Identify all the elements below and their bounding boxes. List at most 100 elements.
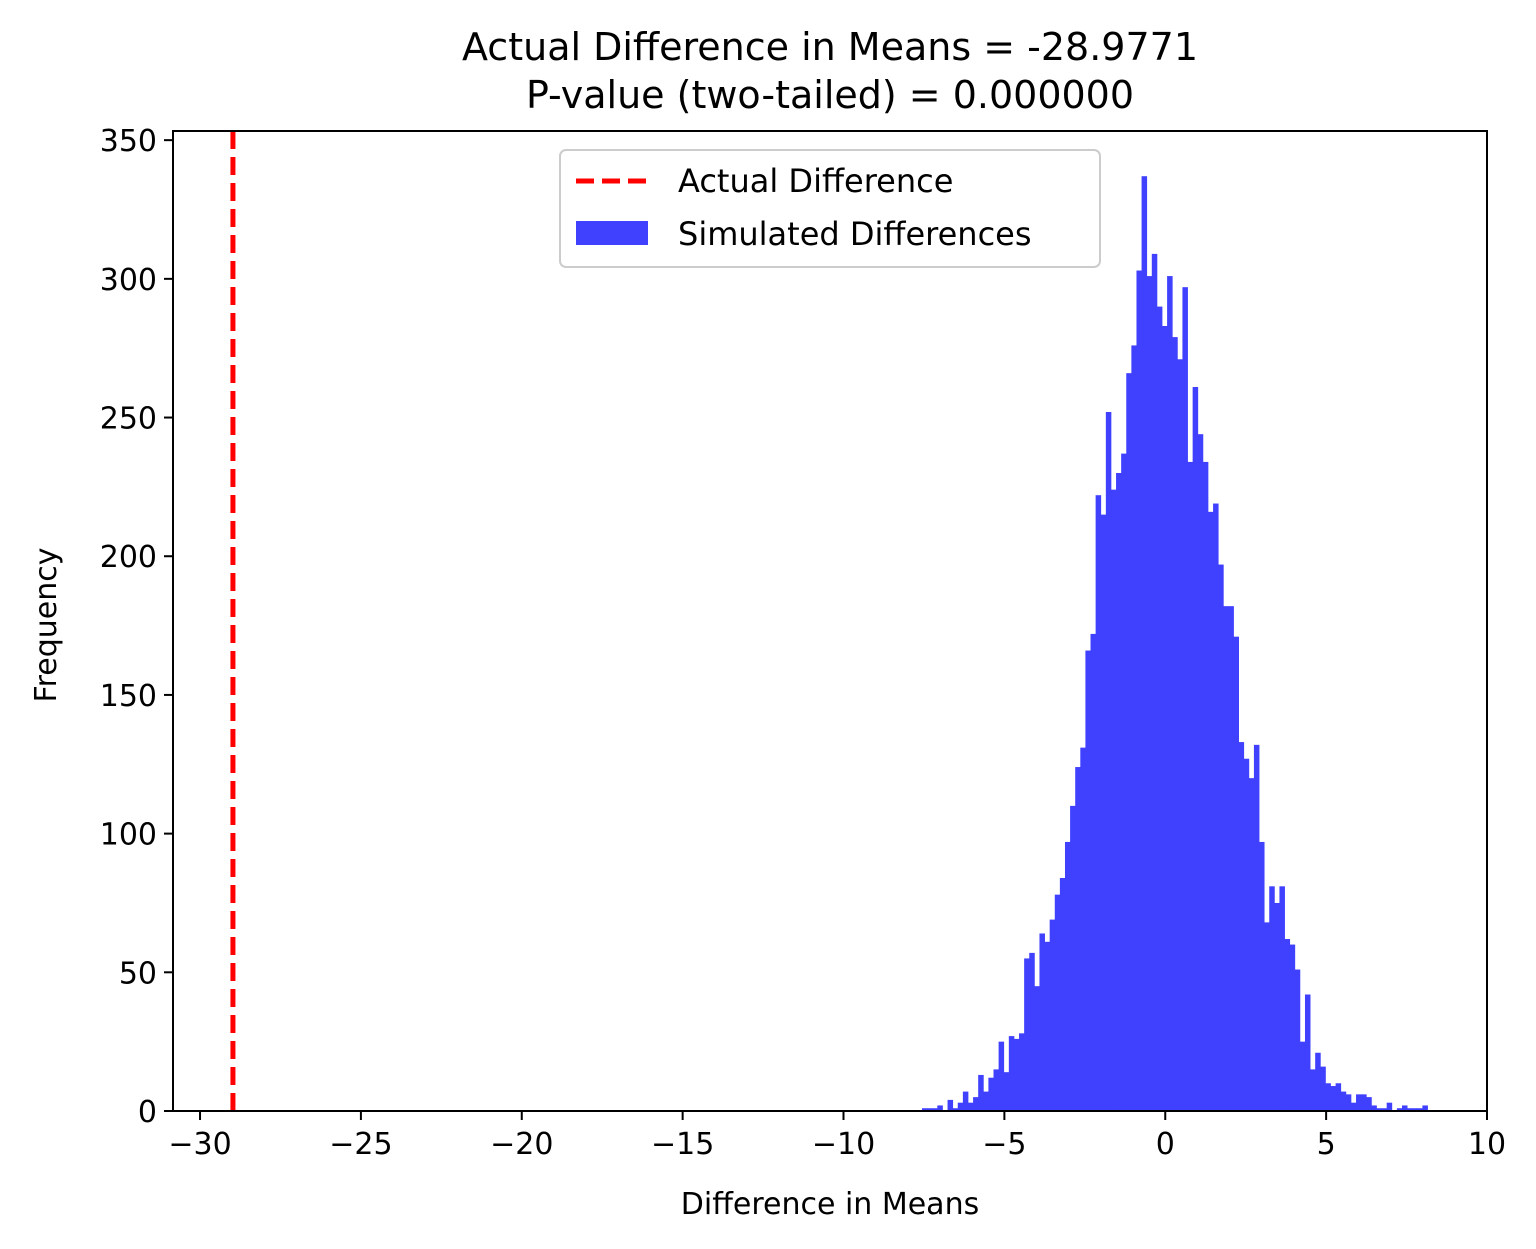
histogram-bar: [1223, 606, 1229, 1111]
x-tick-label: −25: [329, 1127, 392, 1162]
histogram-bar: [1090, 633, 1097, 1111]
y-tick-label: 200: [100, 540, 157, 575]
histogram-bar: [1116, 473, 1122, 1112]
y-tick-label: 250: [100, 402, 157, 437]
histogram-bar: [1238, 742, 1245, 1111]
histogram-bar: [967, 1102, 974, 1111]
histogram-bar: [993, 1069, 1000, 1111]
plot-frame: [172, 130, 1488, 1112]
histogram-bar: [1335, 1083, 1342, 1111]
histogram-bar: [1401, 1105, 1408, 1111]
x-tick-label: −15: [651, 1127, 714, 1162]
histogram-bar: [1192, 387, 1199, 1112]
histogram-bar: [1156, 306, 1163, 1112]
histogram-bar: [947, 1099, 954, 1111]
histogram-bar: [1417, 1108, 1423, 1111]
histogram-bar: [1121, 453, 1127, 1111]
histogram-bar: [1008, 1036, 1015, 1111]
histogram-bar: [1095, 495, 1102, 1111]
y-tick-label: 350: [100, 124, 157, 159]
histogram-bar: [1151, 253, 1158, 1111]
x-tick-label: −20: [490, 1127, 553, 1162]
histogram-bar: [932, 1108, 938, 1111]
histogram-bar: [1177, 359, 1183, 1111]
histogram-bar: [1361, 1094, 1367, 1111]
histogram-bar: [1049, 919, 1056, 1111]
histogram-bar: [1294, 969, 1301, 1111]
x-tick-label: −10: [812, 1127, 875, 1162]
histogram-bar: [1110, 489, 1117, 1112]
histogram-bar: [1345, 1094, 1352, 1111]
histogram-bar: [1019, 1033, 1025, 1111]
histogram-bar: [1029, 952, 1035, 1111]
histogram-bar: [1075, 767, 1081, 1111]
x-axis-label: Difference in Means: [681, 1187, 979, 1222]
histogram-bar: [1034, 986, 1040, 1111]
histogram-bar: [973, 1097, 979, 1111]
histogram-bar: [1105, 411, 1112, 1111]
legend-label-actual: Actual Difference: [678, 162, 953, 200]
histogram-bar: [1059, 877, 1066, 1111]
histogram-bar: [952, 1108, 959, 1111]
histogram-bar: [988, 1077, 994, 1111]
histogram-bar: [1289, 944, 1296, 1111]
y-tick-label: 50: [119, 956, 157, 991]
histogram-bar: [957, 1102, 964, 1111]
histogram-bar: [1218, 564, 1224, 1111]
histogram-bar: [1064, 841, 1071, 1111]
histogram-bar: [1315, 1052, 1321, 1111]
x-tick-label: −30: [168, 1127, 231, 1162]
histogram-bar: [1228, 606, 1234, 1111]
histogram-bar: [998, 1041, 1005, 1111]
histogram-bar: [1253, 744, 1260, 1111]
histogram-bar: [1407, 1108, 1413, 1111]
histogram-bar: [927, 1108, 933, 1111]
histogram-bar: [1233, 636, 1239, 1111]
legend-bar-swatch: [576, 221, 648, 245]
histogram-bar: [1371, 1105, 1377, 1111]
histogram-bar: [1172, 337, 1178, 1111]
y-tick-label: 150: [100, 679, 157, 714]
legend: Actual Difference Simulated Differences: [559, 149, 1101, 268]
chart-title-line-1: Actual Difference in Means = -28.9771: [462, 25, 1198, 69]
histogram-bar: [1054, 894, 1061, 1111]
histogram-bar: [962, 1091, 969, 1111]
histogram-bar: [1284, 939, 1291, 1111]
histogram-bar: [1024, 958, 1030, 1111]
histogram-bar: [1207, 511, 1214, 1112]
histogram-bar: [1162, 326, 1168, 1111]
histogram-bar: [1299, 1041, 1306, 1111]
histogram-bar: [978, 1074, 984, 1111]
legend-label-simulated: Simulated Differences: [678, 215, 1032, 253]
histogram-bar: [1013, 1038, 1020, 1111]
y-tick-label: 100: [100, 818, 157, 853]
histogram-bar: [1279, 886, 1285, 1111]
histogram-bar: [1274, 902, 1280, 1111]
histogram-bar: [1264, 922, 1270, 1111]
x-tick-label: −5: [982, 1127, 1026, 1162]
histogram-bar: [1366, 1097, 1372, 1111]
histogram-bar: [1381, 1108, 1388, 1111]
histogram-bar: [1070, 805, 1076, 1111]
chart-title-line-2: P-value (two-tailed) = 0.000000: [526, 73, 1134, 117]
x-tick-label: 0: [1156, 1127, 1175, 1162]
histogram-bar: [1100, 514, 1107, 1111]
histogram-bar: [1146, 276, 1153, 1112]
histogram-bar: [1310, 1069, 1316, 1111]
histogram-bar: [922, 1108, 928, 1111]
histogram-bar: [1085, 650, 1091, 1111]
histogram-bar: [1080, 747, 1086, 1111]
histogram-bar: [1039, 933, 1045, 1111]
y-tick-label: 300: [100, 263, 157, 298]
histogram-bar: [1304, 994, 1311, 1111]
histogram-bar: [1422, 1105, 1428, 1111]
x-tick-label: 10: [1468, 1127, 1506, 1162]
histogram-bar: [1396, 1108, 1403, 1111]
histogram-bar: [1126, 373, 1132, 1111]
histogram-bar: [1320, 1066, 1326, 1111]
y-tick-label: 0: [138, 1095, 157, 1130]
histogram-bar: [1202, 461, 1209, 1111]
histogram-bar: [983, 1091, 989, 1111]
y-axis-ticks: 0 50 100 150 200 250 300 350: [100, 124, 173, 1130]
histogram-bar: [1248, 778, 1255, 1111]
